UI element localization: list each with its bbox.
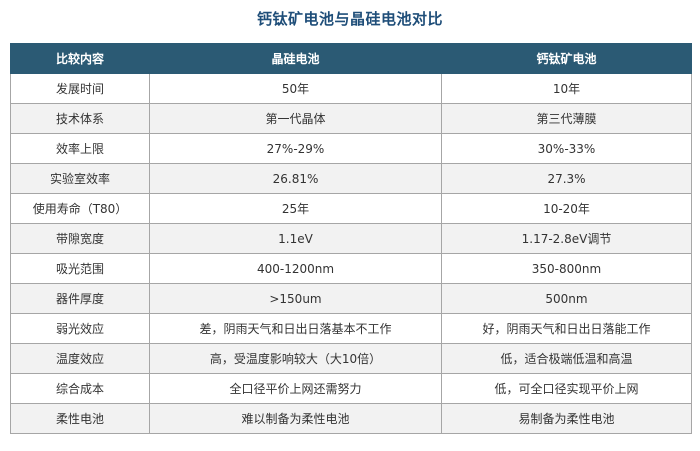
table-row: 吸光范围 400-1200nm 350-800nm [10,253,692,284]
row-label: 实验室效率 [10,163,150,194]
row-label: 发展时间 [10,73,150,104]
table-row: 效率上限 27%-29% 30%-33% [10,133,692,164]
header-cell-item: 比较内容 [10,43,150,74]
perovskite-value: 易制备为柔性电池 [441,403,692,434]
perovskite-value: 好，阴雨天气和日出日落能工作 [441,313,692,344]
table-row: 器件厚度 >150um 500nm [10,283,692,314]
row-label: 使用寿命（T80） [10,193,150,224]
table-row: 技术体系 第一代晶体 第三代薄膜 [10,103,692,134]
perovskite-value: 30%-33% [441,133,692,164]
crystalline-silicon-value: 全口径平价上网还需努力 [149,373,442,404]
crystalline-silicon-value: 27%-29% [149,133,442,164]
table-row: 使用寿命（T80） 25年 10-20年 [10,193,692,224]
perovskite-value: 27.3% [441,163,692,194]
table-header: 比较内容 晶硅电池 钙钛矿电池 [10,43,692,74]
table-row: 柔性电池 难以制备为柔性电池 易制备为柔性电池 [10,403,692,434]
perovskite-value: 低，可全口径实现平价上网 [441,373,692,404]
page-title: 钙钛矿电池与晶硅电池对比 [256,10,443,28]
crystalline-silicon-value: 难以制备为柔性电池 [149,403,442,434]
table-row: 实验室效率 26.81% 27.3% [10,163,692,194]
header-cell-perovskite: 钙钛矿电池 [441,43,692,74]
header-row: 比较内容 晶硅电池 钙钛矿电池 [10,43,692,74]
perovskite-value: 10-20年 [441,193,692,224]
table-row: 弱光效应 差，阴雨天气和日出日落基本不工作 好，阴雨天气和日出日落能工作 [10,313,692,344]
crystalline-silicon-value: >150um [149,283,442,314]
comparison-table: 比较内容 晶硅电池 钙钛矿电池 发展时间 50年 10年 技术体系 第一代晶体 … [10,43,692,434]
row-label: 技术体系 [10,103,150,134]
crystalline-silicon-value: 25年 [149,193,442,224]
row-label: 带隙宽度 [10,223,150,254]
crystalline-silicon-value: 26.81% [149,163,442,194]
crystalline-silicon-value: 高，受温度影响较大（大10倍） [149,343,442,374]
crystalline-silicon-value: 1.1eV [149,223,442,254]
perovskite-value: 第三代薄膜 [441,103,692,134]
crystalline-silicon-value: 400-1200nm [149,253,442,284]
header-cell-crystalline-silicon: 晶硅电池 [149,43,442,74]
crystalline-silicon-value: 差，阴雨天气和日出日落基本不工作 [149,313,442,344]
crystalline-silicon-value: 50年 [149,73,442,104]
row-label: 温度效应 [10,343,150,374]
row-label: 柔性电池 [10,403,150,434]
row-label: 效率上限 [10,133,150,164]
table-row: 带隙宽度 1.1eV 1.17-2.8eV调节 [10,223,692,254]
row-label: 弱光效应 [10,313,150,344]
row-label: 综合成本 [10,373,150,404]
table-row: 发展时间 50年 10年 [10,73,692,104]
table-row: 综合成本 全口径平价上网还需努力 低，可全口径实现平价上网 [10,373,692,404]
row-label: 吸光范围 [10,253,150,284]
perovskite-value: 350-800nm [441,253,692,284]
perovskite-value: 500nm [441,283,692,314]
perovskite-value: 10年 [441,73,692,104]
perovskite-value: 低，适合极端低温和高温 [441,343,692,374]
crystalline-silicon-value: 第一代晶体 [149,103,442,134]
row-label: 器件厚度 [10,283,150,314]
perovskite-value: 1.17-2.8eV调节 [441,223,692,254]
table-row: 温度效应 高，受温度影响较大（大10倍） 低，适合极端低温和高温 [10,343,692,374]
table-body: 发展时间 50年 10年 技术体系 第一代晶体 第三代薄膜 效率上限 27%-2… [10,73,692,434]
